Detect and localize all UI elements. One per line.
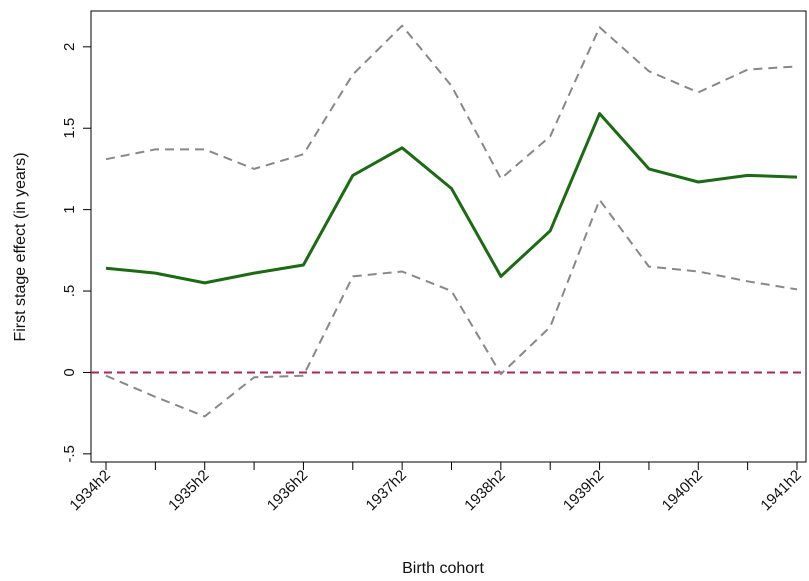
x-tick-label: 1938h2 bbox=[461, 467, 508, 514]
y-axis-title: First stage effect (in years) bbox=[12, 152, 29, 341]
series-line-estimate bbox=[105, 112, 798, 285]
x-tick-label: 1940h2 bbox=[659, 467, 706, 514]
x-tick-label: 1934h2 bbox=[66, 467, 113, 514]
y-tick-label: 1 bbox=[61, 205, 78, 213]
plot-area bbox=[90, 10, 807, 463]
x-axis-title: Birth cohort bbox=[402, 560, 484, 577]
y-tick-label: .5 bbox=[61, 285, 78, 298]
x-tick-label: 1935h2 bbox=[165, 467, 212, 514]
series-lines bbox=[105, 24, 798, 418]
series-line-upper-ci bbox=[105, 24, 798, 180]
x-tick-label: 1937h2 bbox=[363, 467, 410, 514]
y-tick-label: 0 bbox=[61, 368, 78, 376]
x-tick-label: 1939h2 bbox=[560, 467, 607, 514]
plot-frame bbox=[90, 10, 807, 463]
x-tick-label: 1936h2 bbox=[264, 467, 311, 514]
y-tick-label: -.5 bbox=[61, 445, 78, 463]
y-tick-label: 2 bbox=[61, 43, 78, 51]
x-tick-label: 1941h2 bbox=[757, 467, 804, 514]
y-tick-label: 1.5 bbox=[61, 118, 78, 139]
series-line-lower-ci bbox=[105, 198, 798, 418]
y-axis: -.5 0 .5 1 1.5 2 bbox=[61, 43, 91, 463]
x-axis: 1934h2 1935h2 1936h2 1937h2 1938h2 1939h2 1940… bbox=[66, 462, 805, 514]
